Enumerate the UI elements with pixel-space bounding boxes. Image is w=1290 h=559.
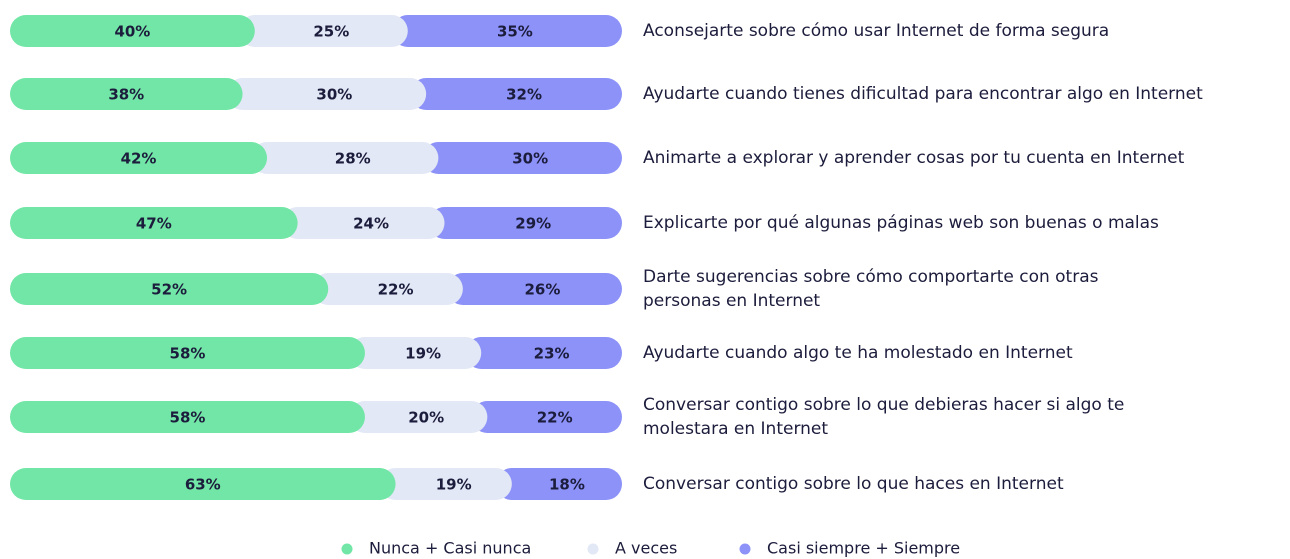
legend-label: Casi siempre + Siempre: [767, 539, 960, 558]
bar-segment: [471, 401, 622, 433]
data-label: 40%: [114, 23, 150, 41]
legend-marker: [587, 543, 599, 555]
bar-segment: [10, 401, 365, 433]
bar-segment: [379, 468, 512, 500]
data-label: 58%: [170, 345, 206, 363]
bar-segment: [238, 15, 408, 47]
data-label: 23%: [534, 345, 570, 363]
bar-segment: [495, 468, 622, 500]
data-label: 58%: [170, 409, 206, 427]
bar-segment: [465, 337, 622, 369]
data-label: 30%: [316, 86, 352, 104]
bar-segment: [312, 273, 463, 305]
category-label: Animarte a explorar y aprender cosas por…: [643, 148, 1185, 168]
data-label: 19%: [436, 476, 472, 494]
bar-segment: [410, 78, 622, 110]
category-label: Ayudarte cuando algo te ha molestado en …: [643, 343, 1073, 363]
data-label: 30%: [512, 150, 548, 168]
bar-segment: [446, 273, 622, 305]
data-label: 47%: [136, 215, 172, 233]
data-label: 26%: [524, 281, 560, 299]
data-label: 35%: [497, 23, 533, 41]
bar-segment: [251, 142, 439, 174]
data-label: 18%: [549, 476, 585, 494]
bar-segment: [348, 401, 488, 433]
data-label: 63%: [185, 476, 221, 494]
category-label: Conversar contigo sobre lo que haces en …: [643, 474, 1064, 494]
category-label: Ayudarte cuando tienes dificultad para e…: [643, 84, 1203, 104]
data-label: 29%: [515, 215, 551, 233]
bar-segment: [10, 273, 329, 305]
data-label: 22%: [378, 281, 414, 299]
bar-segment: [391, 15, 622, 47]
bar-segment: [226, 78, 427, 110]
data-label: 24%: [353, 215, 389, 233]
category-label: Explicarte por qué algunas páginas web s…: [643, 213, 1159, 233]
data-label: 22%: [537, 409, 573, 427]
legend-label: Nunca + Casi nunca: [369, 539, 531, 558]
bar-segment: [10, 468, 396, 500]
data-label: 20%: [408, 409, 444, 427]
data-label: 42%: [121, 150, 157, 168]
bar-segment: [10, 207, 298, 239]
category-label: Aconsejarte sobre cómo usar Internet de …: [643, 21, 1110, 41]
bar-segment: [10, 142, 268, 174]
data-label: 32%: [506, 86, 542, 104]
data-label: 52%: [151, 281, 187, 299]
legend-marker: [739, 543, 751, 555]
data-label: 25%: [313, 23, 349, 41]
legend-label: A veces: [615, 539, 677, 558]
bar-segment: [10, 337, 365, 369]
data-label: 19%: [405, 345, 441, 363]
bar-segment: [10, 15, 255, 47]
bar-segment: [428, 207, 622, 239]
bar-segment: [422, 142, 622, 174]
category-label: Darte sugerencias sobre cómo comportarte…: [643, 267, 1099, 311]
bar-segment: [10, 78, 243, 110]
data-label: 28%: [335, 150, 371, 168]
bar-segment: [281, 207, 445, 239]
legend-marker: [341, 543, 353, 555]
bar-segment: [348, 337, 482, 369]
category-label: Conversar contigo sobre lo que debieras …: [643, 395, 1125, 439]
data-label: 38%: [108, 86, 144, 104]
